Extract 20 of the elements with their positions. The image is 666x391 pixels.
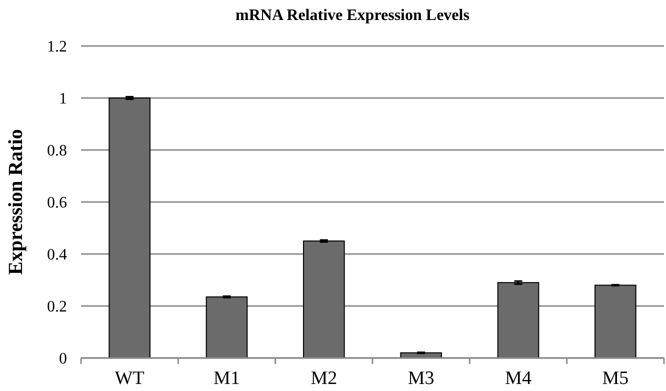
bar	[108, 98, 150, 358]
x-tick-label: M5	[602, 368, 629, 389]
y-tick-label: 0	[59, 350, 67, 368]
bar	[594, 284, 636, 358]
y-tick-label: 0.4	[47, 246, 67, 264]
y-tick-label: 0.2	[47, 298, 67, 316]
y-tick-label: 0.8	[47, 142, 67, 160]
x-tick-label: M1	[214, 368, 240, 389]
chart-title: mRNA Relative Expression Levels	[236, 7, 470, 24]
y-tick-label: 1.2	[47, 38, 67, 56]
bar	[206, 296, 248, 358]
bar	[303, 240, 345, 358]
y-tick-label: 1	[59, 90, 67, 108]
bar	[497, 282, 540, 358]
x-tick-label: M3	[408, 368, 434, 389]
x-tick-label: M4	[505, 368, 532, 389]
y-axis-title: Expression Ratio	[5, 129, 27, 275]
x-tick-label: WT	[114, 368, 145, 389]
y-tick-label: 0.6	[47, 194, 67, 212]
x-tick-label: M2	[310, 368, 338, 389]
